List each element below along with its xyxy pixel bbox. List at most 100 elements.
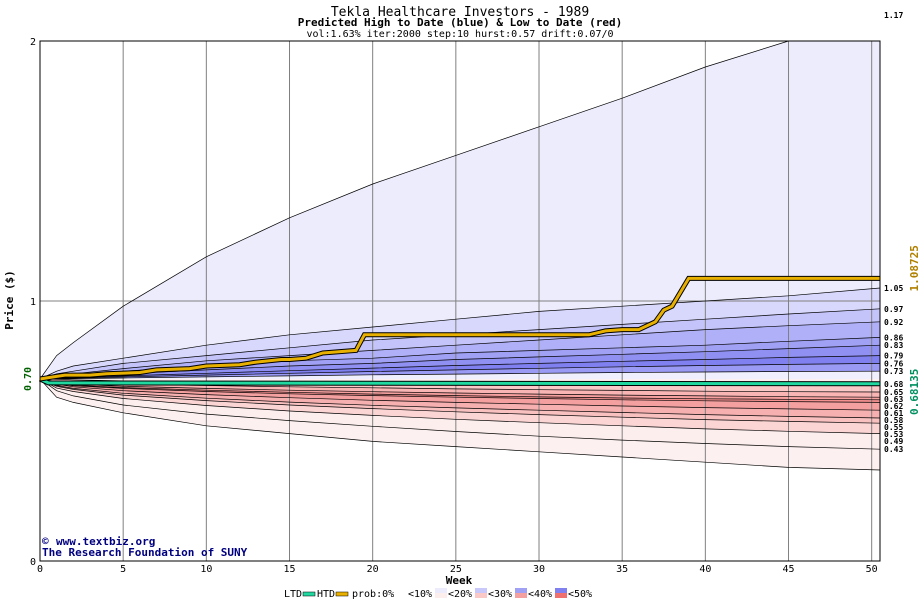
x-tick-label: 20 (367, 564, 379, 575)
band-high-5 (40, 345, 880, 379)
watermark-site: www.textbiz.org (56, 535, 155, 548)
percentile-line (39, 40, 880, 380)
percentile-labels: 1.17 1.05 0.97 0.92 0.860.83 0.790.760.73 0.68… (884, 11, 903, 454)
percentile-label: 0.63 (884, 395, 903, 404)
legend-swatch-high (555, 588, 567, 593)
band-high-2 (40, 308, 880, 379)
percentile-bands (40, 41, 880, 470)
legend-prob-label: prob:0% (352, 589, 394, 600)
legend-swatch-high (515, 588, 527, 593)
percentile-label: 0.79 (884, 352, 903, 361)
ltd-value-label: 0.68135 (908, 369, 920, 415)
legend: LTD HTD prob:0% <10% <20% <30% <40% <50% (284, 588, 592, 600)
legend-item-label: <50% (568, 589, 592, 600)
legend-swatch-high (395, 588, 407, 593)
percentile-label: 0.83 (884, 341, 903, 350)
band-high-4 (40, 337, 880, 379)
plot-frame (39, 40, 881, 562)
percentile-label: 0.76 (884, 359, 903, 368)
percentile-line (39, 287, 881, 380)
legend-htd-swatch (335, 591, 349, 597)
band-high-6 (40, 355, 880, 379)
band-low-8 (40, 379, 880, 450)
percentile-line (39, 308, 881, 380)
percentile-label: 1.05 (884, 284, 903, 293)
y-axis-ticks: 0 1 2 (30, 37, 36, 568)
x-tick-label: 5 (120, 564, 126, 575)
legend-swatch-high (475, 588, 487, 593)
percentile-label: 0.86 (884, 333, 903, 342)
x-tick-label: 25 (450, 564, 462, 575)
x-tick-label: 45 (782, 564, 794, 575)
x-tick-label: 50 (866, 564, 878, 575)
x-axis-ticks: 0 5 10 15 20 25 30 35 40 45 50 (37, 564, 878, 575)
percentile-label: 0.73 (884, 367, 903, 376)
legend-swatch-low (395, 593, 407, 598)
percentile-line (39, 378, 881, 419)
percentile-label: 0.65 (884, 388, 903, 397)
legend-swatch-high (435, 588, 447, 593)
legend-item-label: <40% (528, 589, 552, 600)
percentile-label: 0.43 (884, 445, 903, 454)
percentile-line (39, 378, 881, 411)
band-low-5 (40, 379, 880, 418)
percentile-label: 0.62 (884, 402, 903, 411)
percentile-label: 1.17 (884, 11, 903, 20)
percentile-label: 0.55 (884, 423, 903, 432)
percentile-line (39, 378, 881, 434)
x-tick-label: 40 (699, 564, 711, 575)
x-tick-label: 0 (37, 564, 43, 575)
percentile-line-outer-low (39, 378, 881, 471)
x-tick-label: 35 (616, 564, 628, 575)
percentile-label: 0.68 (884, 380, 903, 389)
percentile-line (39, 378, 881, 403)
percentile-line (40, 370, 881, 380)
percentile-label: 0.61 (884, 409, 903, 418)
band-low-4 (40, 379, 880, 411)
band-low-3 (40, 379, 880, 403)
band-low-6 (40, 379, 880, 424)
x-tick-label: 30 (533, 564, 545, 575)
percentile-label: 0.97 (884, 305, 903, 314)
percentile-label: 0.92 (884, 318, 903, 327)
legend-swatch-low (435, 593, 447, 598)
price-paths (38, 275, 881, 387)
htd-line (39, 276, 880, 381)
x-tick-label: 10 (200, 564, 212, 575)
watermark-org: The Research Foundation of SUNY (42, 546, 248, 559)
legend-item-label: <20% (448, 589, 472, 600)
percentile-line (39, 378, 881, 424)
legend-swatch-low (555, 593, 567, 598)
percentile-label: 0.49 (884, 437, 903, 446)
start-price-label: 0.70 (23, 367, 34, 391)
percentile-line (39, 363, 881, 380)
legend-ltd-label: LTD (284, 589, 302, 600)
band-high-3 (40, 321, 880, 379)
band-high-7 (40, 363, 880, 379)
y-tick-label: 2 (30, 37, 36, 48)
band-low-1 (40, 379, 880, 398)
y-axis-label: Price ($) (3, 270, 16, 330)
chart-params: vol:1.63% iter:2000 step:10 hurst:0.57 d… (306, 29, 613, 40)
legend-swatch-low (475, 593, 487, 598)
legend-item-label: <30% (488, 589, 512, 600)
band-high-0 (40, 41, 880, 379)
y-tick-label: 0 (30, 557, 36, 568)
legend-ltd-swatch (302, 591, 316, 597)
legend-htd-label: HTD (317, 589, 335, 600)
htd-value-label: 1.08725 (908, 245, 920, 291)
band-low-7 (40, 379, 880, 434)
legend-swatch-low (515, 593, 527, 598)
percentile-label: 0.53 (884, 430, 903, 439)
percentile-line (39, 378, 881, 450)
percentile-label: 0.58 (884, 416, 903, 425)
percentile-lines (39, 40, 881, 471)
chart-title: Tekla Healthcare Investors - 1989 (331, 5, 589, 20)
watermark-copyright-icon: © (42, 535, 49, 548)
x-axis-label: Week (446, 574, 473, 587)
y-tick-label: 1 (30, 297, 36, 308)
x-tick-label: 15 (283, 564, 295, 575)
legend-item-label: <10% (408, 589, 432, 600)
chart-subtitle: Predicted High to Date (blue) & Low to D… (298, 16, 623, 29)
